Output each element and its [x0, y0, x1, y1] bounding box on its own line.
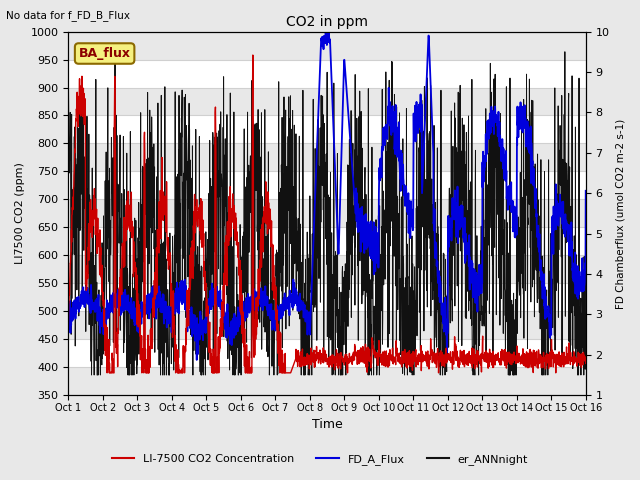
Bar [68, 312, 586, 339]
Bar [68, 87, 586, 116]
Title: CO2 in ppm: CO2 in ppm [286, 15, 368, 29]
Y-axis label: LI7500 CO2 (ppm): LI7500 CO2 (ppm) [15, 162, 25, 264]
Text: BA_flux: BA_flux [79, 47, 131, 60]
Bar [68, 144, 586, 171]
Legend: LI-7500 CO2 Concentration, FD_A_Flux, er_ANNnight: LI-7500 CO2 Concentration, FD_A_Flux, er… [108, 450, 532, 469]
Text: No data for f_FD_B_Flux: No data for f_FD_B_Flux [6, 10, 131, 21]
X-axis label: Time: Time [312, 419, 342, 432]
Bar [68, 367, 586, 395]
Bar [68, 199, 586, 228]
Y-axis label: FD Chamberflux (umol CO2 m-2 s-1): FD Chamberflux (umol CO2 m-2 s-1) [615, 118, 625, 309]
Bar [68, 255, 586, 283]
Bar [68, 32, 586, 60]
